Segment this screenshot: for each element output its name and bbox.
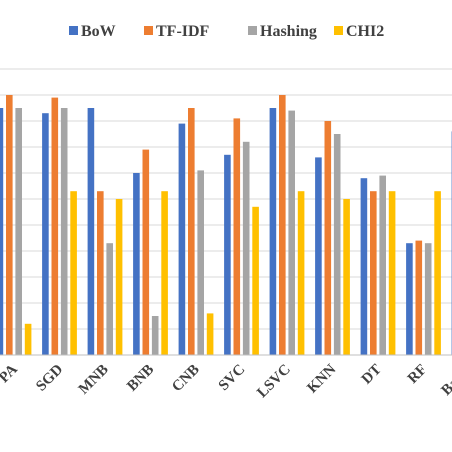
legend-label-bow: BoW bbox=[81, 23, 116, 40]
x-tick-label-pa: PA bbox=[0, 361, 21, 386]
bars bbox=[0, 95, 452, 356]
x-tick-label-rf: RF bbox=[405, 362, 430, 387]
bar-bow-cnb bbox=[178, 123, 186, 355]
bar-tf-idf-bnb bbox=[142, 149, 150, 355]
bar-chi2-lsvc bbox=[297, 191, 305, 355]
bar-chi2-rf bbox=[434, 191, 441, 355]
bar-tf-idf-mnb bbox=[97, 191, 104, 355]
x-tick-label-cnb: CNB bbox=[169, 362, 203, 396]
x-tick-label-svc: SVC bbox=[216, 362, 249, 395]
bar-bow-mnb bbox=[87, 108, 95, 355]
bar-hashing-bnb bbox=[151, 316, 159, 355]
x-tick-labels: PA SGD MNB BNB CNB SVC LSVC KNN DT RF Baggi bbox=[0, 361, 452, 401]
legend-swatch-chi2 bbox=[334, 26, 343, 35]
x-tick-label-lsvc: LSVC bbox=[254, 362, 294, 402]
bar-chi2-pa bbox=[24, 323, 32, 355]
bar-chi2-svc bbox=[252, 206, 259, 355]
bar-hashing-lsvc bbox=[288, 110, 295, 355]
legend: BoW TF-IDF Hashing CHI2 bbox=[69, 23, 384, 40]
bar-hashing-rf bbox=[424, 243, 432, 355]
x-tick-label-dt: DT bbox=[359, 362, 385, 388]
x-tick-label-knn: KNN bbox=[304, 361, 339, 396]
bar-tf-idf-cnb bbox=[188, 108, 195, 355]
bar-bow-sgd bbox=[42, 113, 49, 355]
bar-bow-pa bbox=[0, 108, 4, 355]
bar-chi2-mnb bbox=[115, 199, 123, 355]
bar-hashing-mnb bbox=[106, 243, 113, 355]
bar-tf-idf-lsvc bbox=[279, 95, 286, 355]
bar-bow-rf bbox=[406, 243, 413, 355]
bar-bow-svc bbox=[224, 154, 231, 355]
x-tick-label-baggi: Baggi bbox=[439, 362, 452, 399]
bar-hashing-cnb bbox=[197, 170, 204, 355]
bar-chi2-bnb bbox=[161, 191, 168, 355]
bar-tf-idf-rf bbox=[415, 240, 423, 355]
bar-bow-dt bbox=[360, 178, 368, 355]
legend-label-tf-idf: TF-IDF bbox=[156, 23, 210, 40]
legend-label-hashing: Hashing bbox=[260, 23, 317, 40]
bar-chi2-dt bbox=[388, 191, 396, 355]
bar-chi2-sgd bbox=[70, 191, 77, 355]
bar-tf-idf-sgd bbox=[51, 97, 59, 355]
bar-bow-bnb bbox=[133, 173, 140, 355]
bar-chi2-cnb bbox=[206, 313, 214, 355]
bar-hashing-dt bbox=[379, 175, 386, 355]
legend-label-chi2: CHI2 bbox=[346, 23, 384, 40]
bar-chi2-knn bbox=[343, 199, 350, 355]
bar-hashing-svc bbox=[242, 141, 250, 355]
legend-swatch-tf-idf bbox=[144, 26, 153, 35]
bar-tf-idf-dt bbox=[370, 191, 377, 355]
bar-hashing-sgd bbox=[60, 108, 68, 355]
bar-tf-idf-pa bbox=[6, 95, 13, 355]
bar-tf-idf-svc bbox=[233, 118, 241, 356]
x-tick-label-bnb: BNB bbox=[124, 362, 157, 395]
bar-bow-knn bbox=[315, 157, 322, 355]
bar-hashing-knn bbox=[333, 134, 341, 355]
bar-hashing-pa bbox=[15, 108, 22, 355]
x-tick-label-sgd: SGD bbox=[33, 361, 66, 394]
legend-swatch-hashing bbox=[248, 26, 257, 35]
legend-swatch-bow bbox=[69, 26, 78, 35]
bar-tf-idf-knn bbox=[324, 121, 332, 355]
bar-bow-lsvc bbox=[269, 108, 277, 355]
x-tick-label-mnb: MNB bbox=[76, 362, 112, 398]
